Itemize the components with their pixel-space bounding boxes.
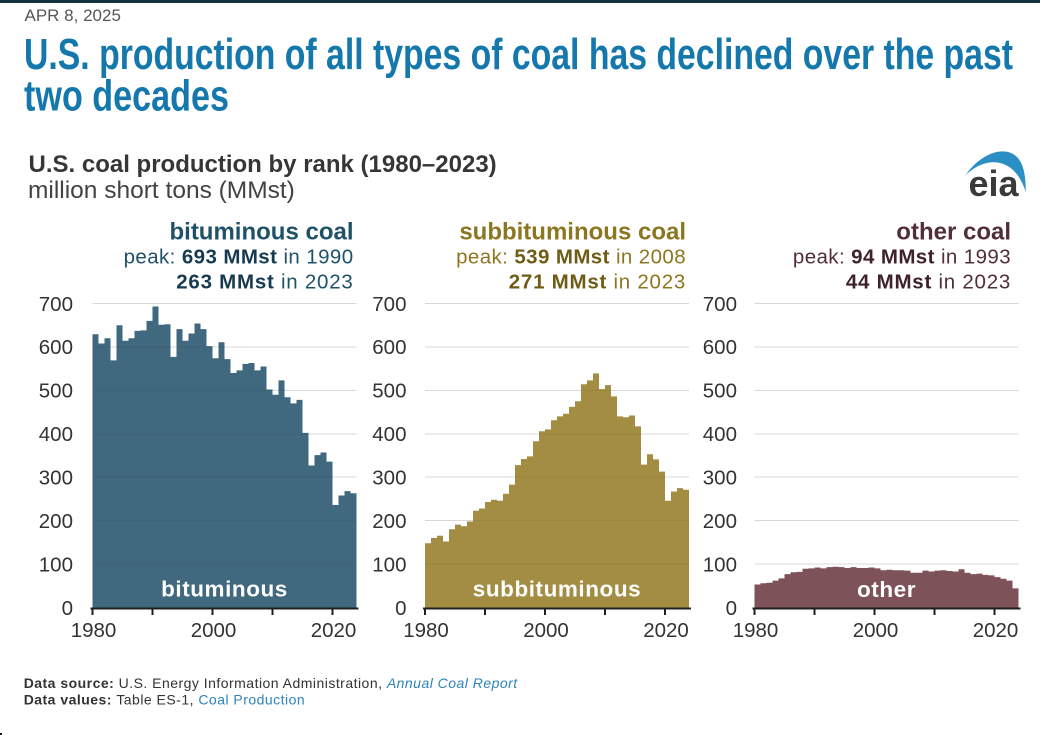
svg-text:300: 300 [372, 467, 406, 490]
svg-text:300: 300 [39, 467, 73, 490]
svg-text:other: other [857, 577, 916, 602]
svg-text:500: 500 [39, 380, 73, 403]
svg-text:million short tons (MMst): million short tons (MMst) [28, 177, 295, 204]
svg-text:200: 200 [703, 510, 737, 533]
svg-text:U.S. production of all types o: U.S. production of all types of coal has… [24, 30, 1013, 79]
svg-text:2000: 2000 [523, 619, 569, 642]
svg-text:600: 600 [703, 336, 737, 359]
svg-text:subbituminous coal: subbituminous coal [459, 219, 686, 246]
svg-text:500: 500 [703, 380, 737, 403]
svg-text:U.S. coal production by rank (: U.S. coal production by rank (1980–2023) [29, 151, 497, 178]
svg-text:271 MMst in 2023: 271 MMst in 2023 [509, 271, 686, 294]
svg-text:1980: 1980 [733, 619, 779, 642]
svg-text:2020: 2020 [973, 619, 1019, 642]
svg-text:700: 700 [372, 293, 406, 316]
svg-text:peak: 539 MMst in 2008: peak: 539 MMst in 2008 [456, 246, 686, 269]
svg-text:peak: 693 MMst in 1990: peak: 693 MMst in 1990 [124, 246, 354, 269]
svg-text:eia: eia [969, 163, 1020, 204]
svg-text:1980: 1980 [403, 619, 449, 642]
svg-text:2000: 2000 [853, 619, 899, 642]
svg-text:peak: 94 MMst in 1993: peak: 94 MMst in 1993 [793, 246, 1011, 269]
svg-text:2020: 2020 [643, 619, 689, 642]
svg-text:1980: 1980 [71, 619, 117, 642]
svg-text:44 MMst in 2023: 44 MMst in 2023 [846, 271, 1011, 294]
svg-text:100: 100 [372, 553, 406, 576]
svg-text:two decades: two decades [24, 72, 229, 121]
svg-text:400: 400 [372, 423, 406, 446]
svg-text:bituminous coal: bituminous coal [169, 219, 353, 246]
svg-text:300: 300 [703, 467, 737, 490]
svg-text:400: 400 [703, 423, 737, 446]
svg-text:Data values: Table ES-1, Coal: Data values: Table ES-1, Coal Production [24, 692, 305, 708]
svg-text:other coal: other coal [896, 219, 1011, 246]
svg-text:500: 500 [372, 380, 406, 403]
svg-text:400: 400 [39, 423, 73, 446]
svg-text:100: 100 [39, 553, 73, 576]
svg-text:700: 700 [703, 293, 737, 316]
svg-text:APR 8, 2025: APR 8, 2025 [25, 6, 121, 25]
svg-text:263 MMst in 2023: 263 MMst in 2023 [176, 271, 353, 294]
svg-text:200: 200 [372, 510, 406, 533]
svg-text:600: 600 [39, 336, 73, 359]
svg-text:Data source: U.S. Energy Infor: Data source: U.S. Energy Information Adm… [24, 675, 519, 691]
svg-text:700: 700 [39, 293, 73, 316]
svg-text:0: 0 [62, 597, 73, 620]
svg-text:subbituminous: subbituminous [473, 577, 641, 602]
svg-text:600: 600 [372, 336, 406, 359]
svg-text:bituminous: bituminous [161, 577, 288, 602]
svg-text:0: 0 [395, 597, 406, 620]
svg-text:2020: 2020 [311, 619, 357, 642]
svg-text:100: 100 [703, 553, 737, 576]
svg-text:200: 200 [39, 510, 73, 533]
svg-text:2000: 2000 [191, 619, 237, 642]
svg-text:0: 0 [726, 597, 737, 620]
